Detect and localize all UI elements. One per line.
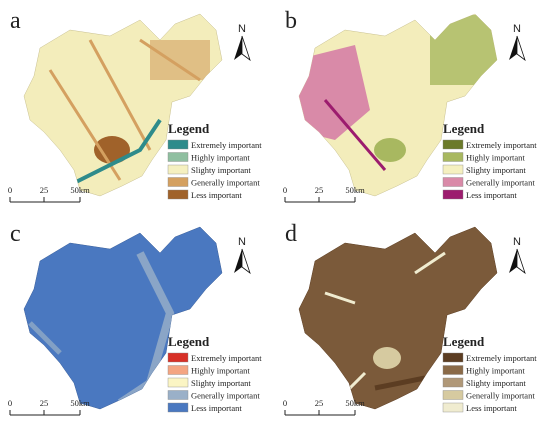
scale-label: 25 — [40, 185, 49, 195]
north-arrow — [241, 248, 251, 275]
legend-label: Extremely important — [466, 353, 537, 363]
legend-swatch — [442, 352, 464, 363]
legend-label: Extremely important — [466, 140, 537, 150]
legend-label: Less important — [191, 190, 242, 200]
legend-label: Highly important — [466, 153, 525, 163]
legend-swatch — [167, 390, 189, 400]
legend-label: Highly important — [191, 366, 250, 376]
north-label: N — [513, 236, 521, 248]
legend-swatch — [442, 390, 464, 400]
panel-letter: a — [10, 8, 21, 34]
panel-letter: c — [10, 221, 21, 247]
legend-swatch — [442, 152, 464, 162]
panel: c N Legend Extremely important Highly import… — [8, 221, 262, 416]
legend-title: Legend — [168, 121, 210, 136]
legend-swatch — [167, 402, 189, 413]
map-texture — [48, 38, 210, 187]
legend-swatch — [442, 402, 464, 413]
scale-label: 25 — [315, 398, 324, 408]
legend-title: Legend — [168, 334, 210, 349]
legend-swatch — [442, 139, 464, 150]
panel: b N Legend Extremely important Highly import… — [283, 8, 537, 203]
legend-swatch — [167, 177, 189, 187]
legend-label: Generally important — [191, 178, 260, 188]
legend-title: Legend — [443, 334, 485, 349]
legend-swatch — [442, 164, 464, 175]
north-arrow — [516, 248, 526, 275]
north-arrow — [509, 249, 517, 273]
legend-swatch — [167, 377, 189, 388]
panel: a N Legend Extremely important Highly import… — [8, 8, 262, 203]
panel: d N Legend Extremely important Highly import… — [283, 221, 537, 416]
legend-label: Generally important — [466, 391, 535, 401]
legend-label: Extremely important — [191, 140, 262, 150]
legend-swatch — [167, 365, 189, 375]
legend-swatch — [442, 189, 464, 200]
scale-label: 0 — [283, 398, 287, 408]
legend-label: Generally important — [191, 391, 260, 401]
legend-label: Highly important — [466, 366, 525, 376]
legend-title: Legend — [443, 121, 485, 136]
north-label: N — [238, 236, 246, 248]
legend-label: Slighty important — [466, 165, 526, 175]
scale-label: 0 — [283, 185, 287, 195]
scale-label: 0 — [8, 185, 12, 195]
scale-label: 25 — [40, 398, 49, 408]
legend-label: Less important — [466, 403, 517, 413]
legend-label: Extremely important — [191, 353, 262, 363]
map-texture — [299, 15, 497, 171]
legend-swatch — [442, 177, 464, 187]
legend-label: Less important — [466, 190, 517, 200]
legend-swatch — [167, 189, 189, 200]
north-arrow — [516, 35, 526, 62]
scale-label: 25 — [315, 185, 324, 195]
legend-swatch — [167, 352, 189, 363]
legend-label: Less important — [191, 403, 242, 413]
scale-label: 50km — [70, 185, 90, 195]
scale-label: 50km — [345, 398, 365, 408]
north-label: N — [238, 23, 246, 35]
legend-swatch — [442, 365, 464, 375]
legend-swatch — [167, 139, 189, 150]
map-texture — [324, 251, 446, 395]
north-arrow — [234, 249, 242, 273]
legend-label: Generally important — [466, 178, 535, 188]
scale-label: 50km — [70, 398, 90, 408]
legend-swatch — [442, 377, 464, 388]
legend-label: Slighty important — [191, 378, 251, 388]
north-label: N — [513, 23, 521, 35]
north-arrow — [241, 35, 251, 62]
panel-letter: d — [285, 221, 297, 247]
north-arrow — [509, 36, 517, 60]
scale-label: 50km — [345, 185, 365, 195]
legend-label: Highly important — [191, 153, 250, 163]
legend-label: Slighty important — [466, 378, 526, 388]
legend-swatch — [167, 152, 189, 162]
panel-letter: b — [285, 8, 297, 34]
north-arrow — [234, 36, 242, 60]
legend-swatch — [167, 164, 189, 175]
scale-label: 0 — [8, 398, 12, 408]
legend-label: Slighty important — [191, 165, 251, 175]
